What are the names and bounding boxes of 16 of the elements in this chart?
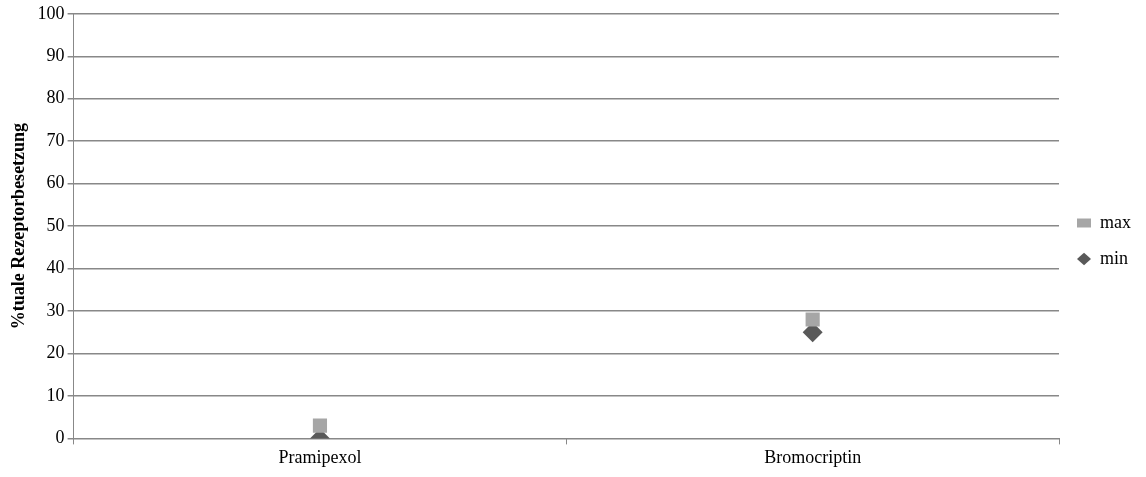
y-tick-label: 90: [46, 44, 65, 65]
y-tick-label: 0: [55, 427, 65, 448]
y-tick-label: 10: [46, 384, 65, 405]
y-axis-title: %tuale Rezeptorbesetzung: [8, 122, 29, 330]
y-tick-label: 80: [46, 87, 65, 108]
legend-label: min: [1100, 247, 1129, 268]
x-tick-label: Pramipexol: [278, 446, 362, 467]
y-tick-label: 60: [46, 172, 65, 193]
y-tick-label: 20: [46, 342, 65, 363]
x-tick-label: Bromocriptin: [764, 446, 862, 467]
y-tick-label: 70: [46, 129, 65, 150]
y-tick-label: 40: [46, 257, 65, 278]
legend-label: max: [1100, 211, 1132, 232]
y-tick-label: 50: [46, 214, 65, 235]
y-tick-label: 30: [46, 299, 65, 320]
y-tick-label: 100: [37, 2, 65, 23]
